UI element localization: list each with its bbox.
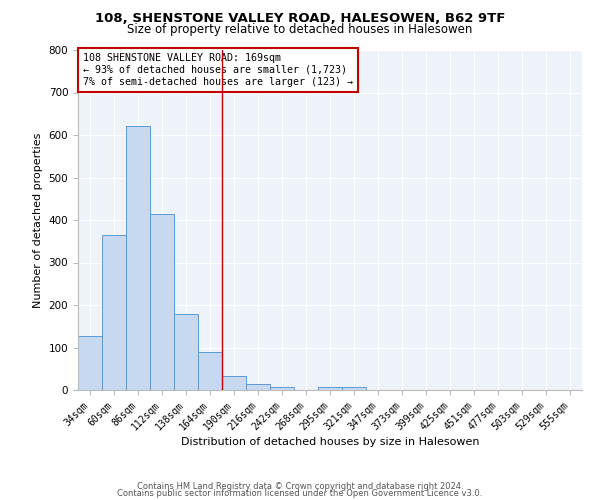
- Bar: [342, 387, 366, 390]
- Bar: [198, 352, 222, 390]
- Text: 108 SHENSTONE VALLEY ROAD: 169sqm
← 93% of detached houses are smaller (1,723)
7: 108 SHENSTONE VALLEY ROAD: 169sqm ← 93% …: [83, 54, 353, 86]
- Bar: [150, 214, 174, 390]
- Bar: [174, 314, 198, 390]
- X-axis label: Distribution of detached houses by size in Halesowen: Distribution of detached houses by size …: [181, 438, 479, 448]
- Y-axis label: Number of detached properties: Number of detached properties: [33, 132, 43, 308]
- Bar: [270, 386, 294, 390]
- Text: Contains HM Land Registry data © Crown copyright and database right 2024.: Contains HM Land Registry data © Crown c…: [137, 482, 463, 491]
- Bar: [318, 386, 342, 390]
- Bar: [222, 376, 246, 390]
- Bar: [126, 126, 150, 390]
- Bar: [78, 336, 102, 390]
- Text: 108, SHENSTONE VALLEY ROAD, HALESOWEN, B62 9TF: 108, SHENSTONE VALLEY ROAD, HALESOWEN, B…: [95, 12, 505, 26]
- Bar: [102, 235, 126, 390]
- Text: Size of property relative to detached houses in Halesowen: Size of property relative to detached ho…: [127, 22, 473, 36]
- Bar: [246, 384, 270, 390]
- Text: Contains public sector information licensed under the Open Government Licence v3: Contains public sector information licen…: [118, 489, 482, 498]
